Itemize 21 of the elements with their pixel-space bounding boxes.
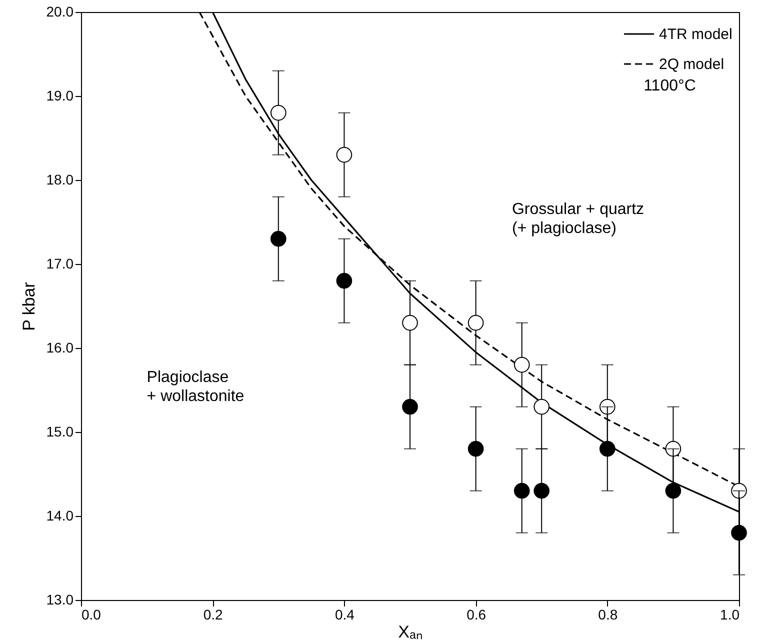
legend-label: 4TR model	[659, 26, 732, 43]
x-tick-label: 0.0	[82, 606, 102, 622]
y-tick-label: 19.0	[46, 88, 74, 104]
annotation: 1100°C	[644, 78, 696, 95]
y-tick-label: 17.0	[46, 256, 74, 272]
y-tick-label: 15.0	[46, 424, 74, 440]
y-tick-label: 20.0	[46, 4, 74, 20]
x-tick-label: 0.6	[466, 606, 486, 622]
x-tick-label: 0.2	[203, 606, 224, 622]
y-tick-label: 18.0	[46, 172, 74, 188]
legend-label: 2Q model	[659, 56, 724, 73]
x-tick-label: 0.8	[598, 606, 618, 622]
y-tick-label: 16.0	[46, 340, 74, 356]
x-tick-label: 1.0	[720, 606, 740, 622]
annotation: Plagioclase + wollastonite	[146, 369, 244, 405]
y-tick-label: 14.0	[46, 508, 74, 524]
y-axis-title: P kbar	[19, 282, 38, 331]
x-tick-label: 0.4	[334, 606, 355, 622]
x-axis-title: Xₐₙ	[398, 622, 423, 642]
annotation: Grossular + quartz (+ plagioclase)	[512, 201, 644, 237]
y-tick-label: 13.0	[46, 592, 74, 608]
